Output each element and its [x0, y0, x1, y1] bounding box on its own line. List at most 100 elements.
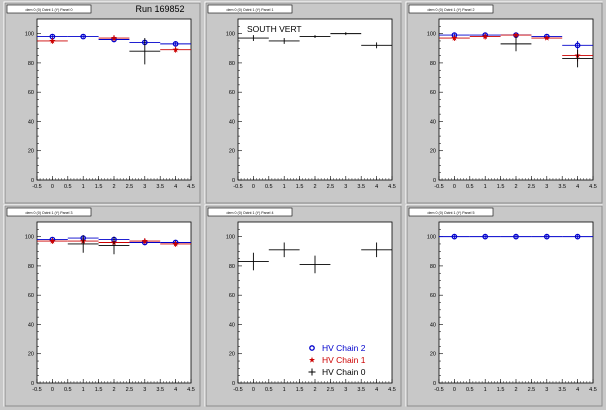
data-point — [172, 46, 179, 53]
legend-entry: HV Chain 1 — [308, 355, 366, 365]
data-point — [482, 33, 489, 40]
legend-entry: HV Chain 2 — [309, 343, 366, 353]
y-tick-label: 20 — [28, 352, 34, 358]
y-tick-label: 20 — [28, 149, 34, 155]
x-tick-label: 4 — [174, 387, 177, 393]
y-tick-label: 80 — [430, 61, 436, 67]
x-tick-label: 2.5 — [126, 184, 134, 190]
panel-title: dem 0 (0) Octnt 1 (Y) Panel 4 — [227, 211, 274, 215]
legend: HV Chain 2 HV Chain 1 HV Chain 0 — [308, 343, 366, 377]
x-tick-label: 2 — [514, 184, 517, 190]
pad-border-shadow — [4, 205, 201, 407]
series-chain0 — [67, 235, 130, 255]
y-tick-label: 60 — [28, 90, 34, 96]
x-tick-label: 3 — [143, 387, 146, 393]
legend-label: HV Chain 0 — [322, 367, 366, 377]
x-tick-label: 0.5 — [64, 387, 72, 393]
y-tick-label: 60 — [229, 293, 235, 299]
series-chain0 — [129, 38, 161, 65]
data-point — [482, 233, 489, 240]
x-tick-label: 2 — [313, 184, 316, 190]
series-chain2 — [439, 233, 593, 240]
x-tick-label: 1 — [484, 184, 487, 190]
pad-5: dem 0 (0) Octnt 1 (Y) Panel 402040608010… — [204, 204, 402, 407]
series-chain0 — [238, 32, 392, 49]
x-tick-label: 0 — [51, 387, 54, 393]
y-tick-label: 80 — [229, 61, 235, 67]
y-tick-label: 100 — [25, 32, 34, 38]
y-tick-label: 100 — [226, 32, 235, 38]
y-tick-label: 0 — [433, 381, 436, 387]
x-tick-label: 4 — [576, 184, 579, 190]
page-title: Run 169852 — [135, 4, 184, 14]
y-tick-label: 60 — [28, 293, 34, 299]
data-point — [513, 233, 519, 240]
y-tick-label: 60 — [229, 90, 235, 96]
y-tick-label: 40 — [430, 322, 436, 328]
pads-group: dem 0 (0) Octnt 1 (Y) Panel 002040608010… — [3, 1, 603, 407]
data-point — [172, 41, 179, 47]
x-tick-label: 4 — [375, 387, 378, 393]
pad-border-shadow — [406, 2, 603, 204]
y-tick-label: 40 — [28, 119, 34, 125]
x-tick-label: 1 — [283, 387, 286, 393]
x-tick-label: 3 — [344, 387, 347, 393]
x-tick-label: 4 — [174, 184, 177, 190]
pad-border-shadow — [406, 205, 603, 407]
y-tick-label: 20 — [430, 352, 436, 358]
y-tick-label: 100 — [427, 235, 436, 241]
x-tick-label: 1.5 — [95, 387, 103, 393]
x-tick-label: 3.5 — [156, 184, 164, 190]
x-tick-label: 1.5 — [497, 387, 505, 393]
x-tick-label: 1.5 — [296, 387, 304, 393]
x-tick-label: 0.5 — [265, 387, 273, 393]
data-point — [451, 233, 458, 240]
x-tick-label: -0.5 — [434, 387, 443, 393]
series-chain1 — [37, 34, 191, 53]
y-tick-label: 100 — [427, 32, 436, 38]
x-tick-label: -0.5 — [233, 387, 242, 393]
pad-border-shadow — [4, 2, 201, 204]
x-tick-label: 4.5 — [388, 184, 396, 190]
y-tick-label: 100 — [25, 235, 34, 241]
x-tick-label: 4 — [375, 184, 378, 190]
x-tick-label: 0 — [453, 184, 456, 190]
x-tick-label: 0 — [453, 387, 456, 393]
x-tick-label: 3.5 — [357, 184, 365, 190]
x-tick-label: 2.5 — [327, 387, 335, 393]
pad-border-shadow — [205, 205, 402, 407]
data-point — [110, 34, 118, 41]
panel-title: dem 0 (0) Octnt 1 (Y) Panel 3 — [26, 211, 73, 215]
x-tick-label: 4.5 — [589, 184, 597, 190]
y-tick-label: 20 — [229, 352, 235, 358]
data-point — [574, 42, 581, 49]
y-tick-label: 0 — [232, 381, 235, 387]
x-tick-label: 3.5 — [156, 387, 164, 393]
x-tick-label: 2.5 — [528, 387, 536, 393]
x-tick-label: 1.5 — [296, 184, 304, 190]
panel-title-box — [207, 207, 293, 217]
x-tick-label: 0.5 — [265, 184, 273, 190]
data-point — [49, 237, 56, 244]
series-chain2 — [37, 33, 191, 47]
data-point — [80, 33, 87, 40]
panel-title: dem 0 (0) Octnt 1 (Y) Panel 5 — [428, 211, 475, 215]
x-tick-label: 0 — [252, 184, 255, 190]
x-tick-label: 3.5 — [558, 387, 566, 393]
y-tick-label: 80 — [430, 264, 436, 270]
y-tick-label: 40 — [430, 119, 436, 125]
plot-frame — [36, 18, 192, 181]
y-tick-label: 0 — [433, 178, 436, 184]
y-tick-label: 0 — [232, 178, 235, 184]
x-tick-label: 0.5 — [466, 184, 474, 190]
y-tick-label: 100 — [226, 235, 235, 241]
pad-2: dem 0 (0) Octnt 1 (Y) Panel 102040608010… — [204, 1, 402, 204]
series-chain0 — [238, 242, 392, 274]
plot-frame — [237, 18, 393, 181]
legend-marker — [308, 356, 316, 363]
panel-title: dem 0 (0) Octnt 1 (Y) Panel 0 — [26, 8, 73, 12]
x-tick-label: 3 — [545, 184, 548, 190]
pad-3: dem 0 (0) Octnt 1 (Y) Panel 202040608010… — [405, 1, 603, 204]
panel-title-box — [408, 4, 494, 14]
x-tick-label: 1.5 — [497, 184, 505, 190]
